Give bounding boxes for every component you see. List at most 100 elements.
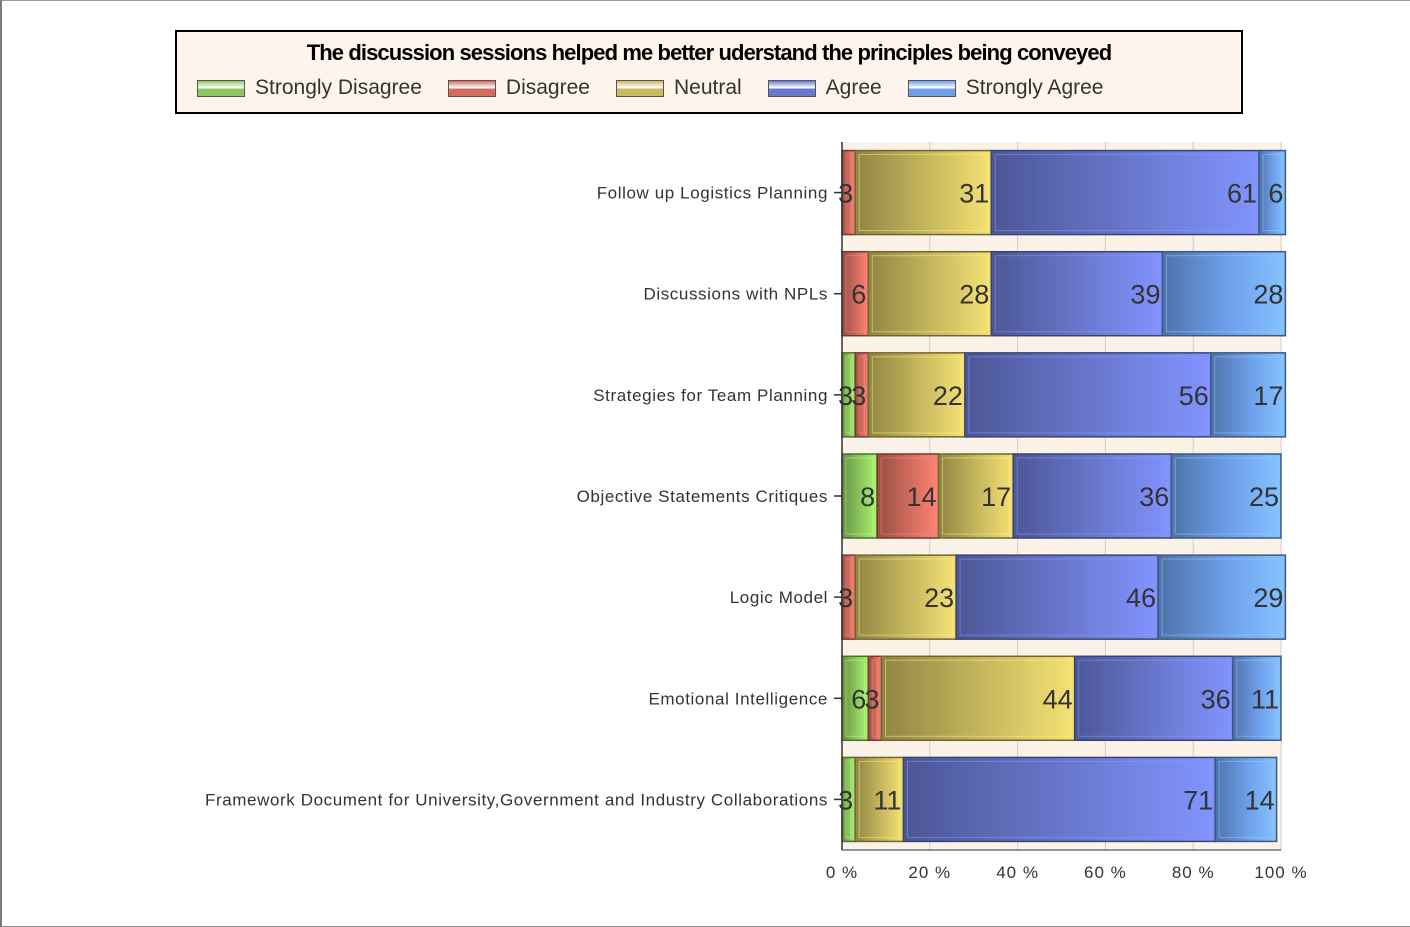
bar-inner-strongly-disagree-6 <box>845 760 852 838</box>
bar-segment-strongly-agree: 6 <box>1258 149 1287 236</box>
legend-item-agree: Agree <box>767 76 882 100</box>
data-label: 56 <box>1179 381 1209 411</box>
data-label: 71 <box>1183 785 1213 815</box>
legend-label-neutral: Neutral <box>673 76 742 99</box>
bar-inner-strongly-agree-1 <box>1165 255 1282 333</box>
bar-inner-agree-1 <box>994 255 1159 333</box>
bar-segment-neutral: 11 <box>854 756 905 843</box>
bar-inner-strongly-agree-3 <box>1174 457 1278 535</box>
data-label: 22 <box>933 381 963 411</box>
bar-agree-3 <box>1012 453 1173 539</box>
data-label: 17 <box>981 482 1011 512</box>
bar-inner-strongly-agree-6 <box>1218 760 1274 838</box>
data-label: 6 <box>851 684 866 714</box>
bar-neutral-0 <box>854 149 993 236</box>
bar-inner-disagree-0 <box>845 154 852 232</box>
data-label: 36 <box>1139 482 1169 512</box>
bar-segment-strongly-agree: 28 <box>1161 250 1287 337</box>
bar-inner-strongly-agree-4 <box>1161 558 1282 636</box>
x-tick-label: 20 % <box>908 863 951 882</box>
data-label: 23 <box>924 583 954 613</box>
bar-strongly-disagree-3 <box>841 453 878 539</box>
data-label: 39 <box>1130 280 1160 310</box>
bar-segment-agree: 71 <box>902 756 1216 843</box>
bar-strongly-agree-1 <box>1161 250 1287 337</box>
bar-inner-neutral-4 <box>858 558 953 636</box>
bar-inner-neutral-5 <box>885 659 1072 737</box>
legend-item-strongly-disagree: Strongly Disagree <box>197 76 422 100</box>
bar-inner-strongly-agree-0 <box>1262 154 1282 232</box>
data-label: 28 <box>959 280 989 310</box>
data-label: 3 <box>838 179 853 209</box>
legend-swatch-disagree <box>447 79 496 97</box>
data-label: 29 <box>1253 583 1283 613</box>
data-label: 6 <box>851 280 866 310</box>
bar-inner-strongly-disagree-3 <box>845 457 874 535</box>
bar-segment-neutral: 31 <box>854 149 993 236</box>
data-label: 17 <box>1253 381 1283 411</box>
data-label: 3 <box>838 785 853 815</box>
data-label: 61 <box>1227 179 1257 209</box>
data-label: 46 <box>1126 583 1156 613</box>
data-label: 31 <box>959 179 989 209</box>
bar-segment-neutral: 17 <box>937 453 1014 539</box>
bar-inner-strongly-agree-5 <box>1236 659 1278 737</box>
legend-swatch-strongly-disagree <box>197 79 245 97</box>
data-label: 3 <box>864 684 879 714</box>
legend-label-strongly-disagree: Strongly Disagree <box>255 76 422 99</box>
legend-label-agree: Agree <box>825 76 882 99</box>
data-label: 36 <box>1201 684 1231 714</box>
bar-inner-neutral-0 <box>858 154 988 232</box>
data-label: 28 <box>1253 280 1283 310</box>
bar-strongly-agree-6 <box>1214 756 1278 843</box>
data-label: 11 <box>873 785 901 815</box>
category-labels: Follow up Logistics Planning Discussions … <box>205 184 828 810</box>
bar-neutral-6 <box>854 756 905 843</box>
category-label: Follow up Logistics Planning <box>597 184 828 203</box>
bar-segment-strongly-agree: 29 <box>1157 554 1287 640</box>
bar-neutral-2 <box>867 352 966 438</box>
bar-neutral-1 <box>867 250 993 337</box>
bar-inner-disagree-3 <box>880 457 936 535</box>
data-label: 3 <box>838 583 853 613</box>
bar-neutral-4 <box>854 554 957 640</box>
legend-label-strongly-agree: Strongly Agree <box>965 76 1104 99</box>
legend-swatch-strongly-agree <box>907 79 956 97</box>
category-label: Framework Document for University,Govern… <box>205 790 828 809</box>
bar-inner-disagree-5 <box>871 659 879 737</box>
x-tick-label: 60 % <box>1084 863 1127 882</box>
bar-segment-strongly-agree: 25 <box>1170 453 1282 539</box>
legend-swatch-agree <box>767 79 816 97</box>
bar-agree-0 <box>990 149 1260 236</box>
legend-items: Strongly Disagree Disagree Neutral Agree… <box>197 76 1129 100</box>
bar-inner-disagree-1 <box>845 255 865 333</box>
legend-item-neutral: Neutral <box>615 76 742 100</box>
bar-disagree-3 <box>876 453 940 539</box>
category-label: Strategies for Team Planning <box>593 386 828 405</box>
bar-inner-agree-2 <box>968 356 1208 434</box>
bar-inner-strongly-disagree-2 <box>845 356 852 434</box>
bar-segment-disagree: 6 <box>841 250 870 337</box>
x-tick-label: 40 % <box>996 863 1039 882</box>
bar-segment-strongly-agree: 17 <box>1210 352 1287 438</box>
bar-inner-disagree-4 <box>845 558 852 636</box>
bar-segment-neutral: 28 <box>867 250 993 337</box>
data-label: 11 <box>1251 684 1279 714</box>
bar-inner-agree-6 <box>906 760 1212 838</box>
bar-segment-agree: 36 <box>1073 655 1234 742</box>
bar-agree-1 <box>990 250 1164 337</box>
bar-segment-agree: 39 <box>990 250 1164 337</box>
category-label: Discussions with NPLs <box>643 285 828 304</box>
bar-strongly-agree-2 <box>1210 352 1287 438</box>
bar-inner-agree-0 <box>994 154 1256 232</box>
bar-inner-neutral-3 <box>942 457 1010 535</box>
bar-segment-disagree: 14 <box>876 453 940 539</box>
category-label: Objective Statements Critiques <box>577 487 828 506</box>
bar-agree-6 <box>902 756 1216 843</box>
data-label: 44 <box>1043 684 1073 714</box>
bar-inner-strongly-agree-2 <box>1214 356 1282 434</box>
data-label: 3 <box>851 381 866 411</box>
x-tick-label: 0 % <box>826 863 858 882</box>
